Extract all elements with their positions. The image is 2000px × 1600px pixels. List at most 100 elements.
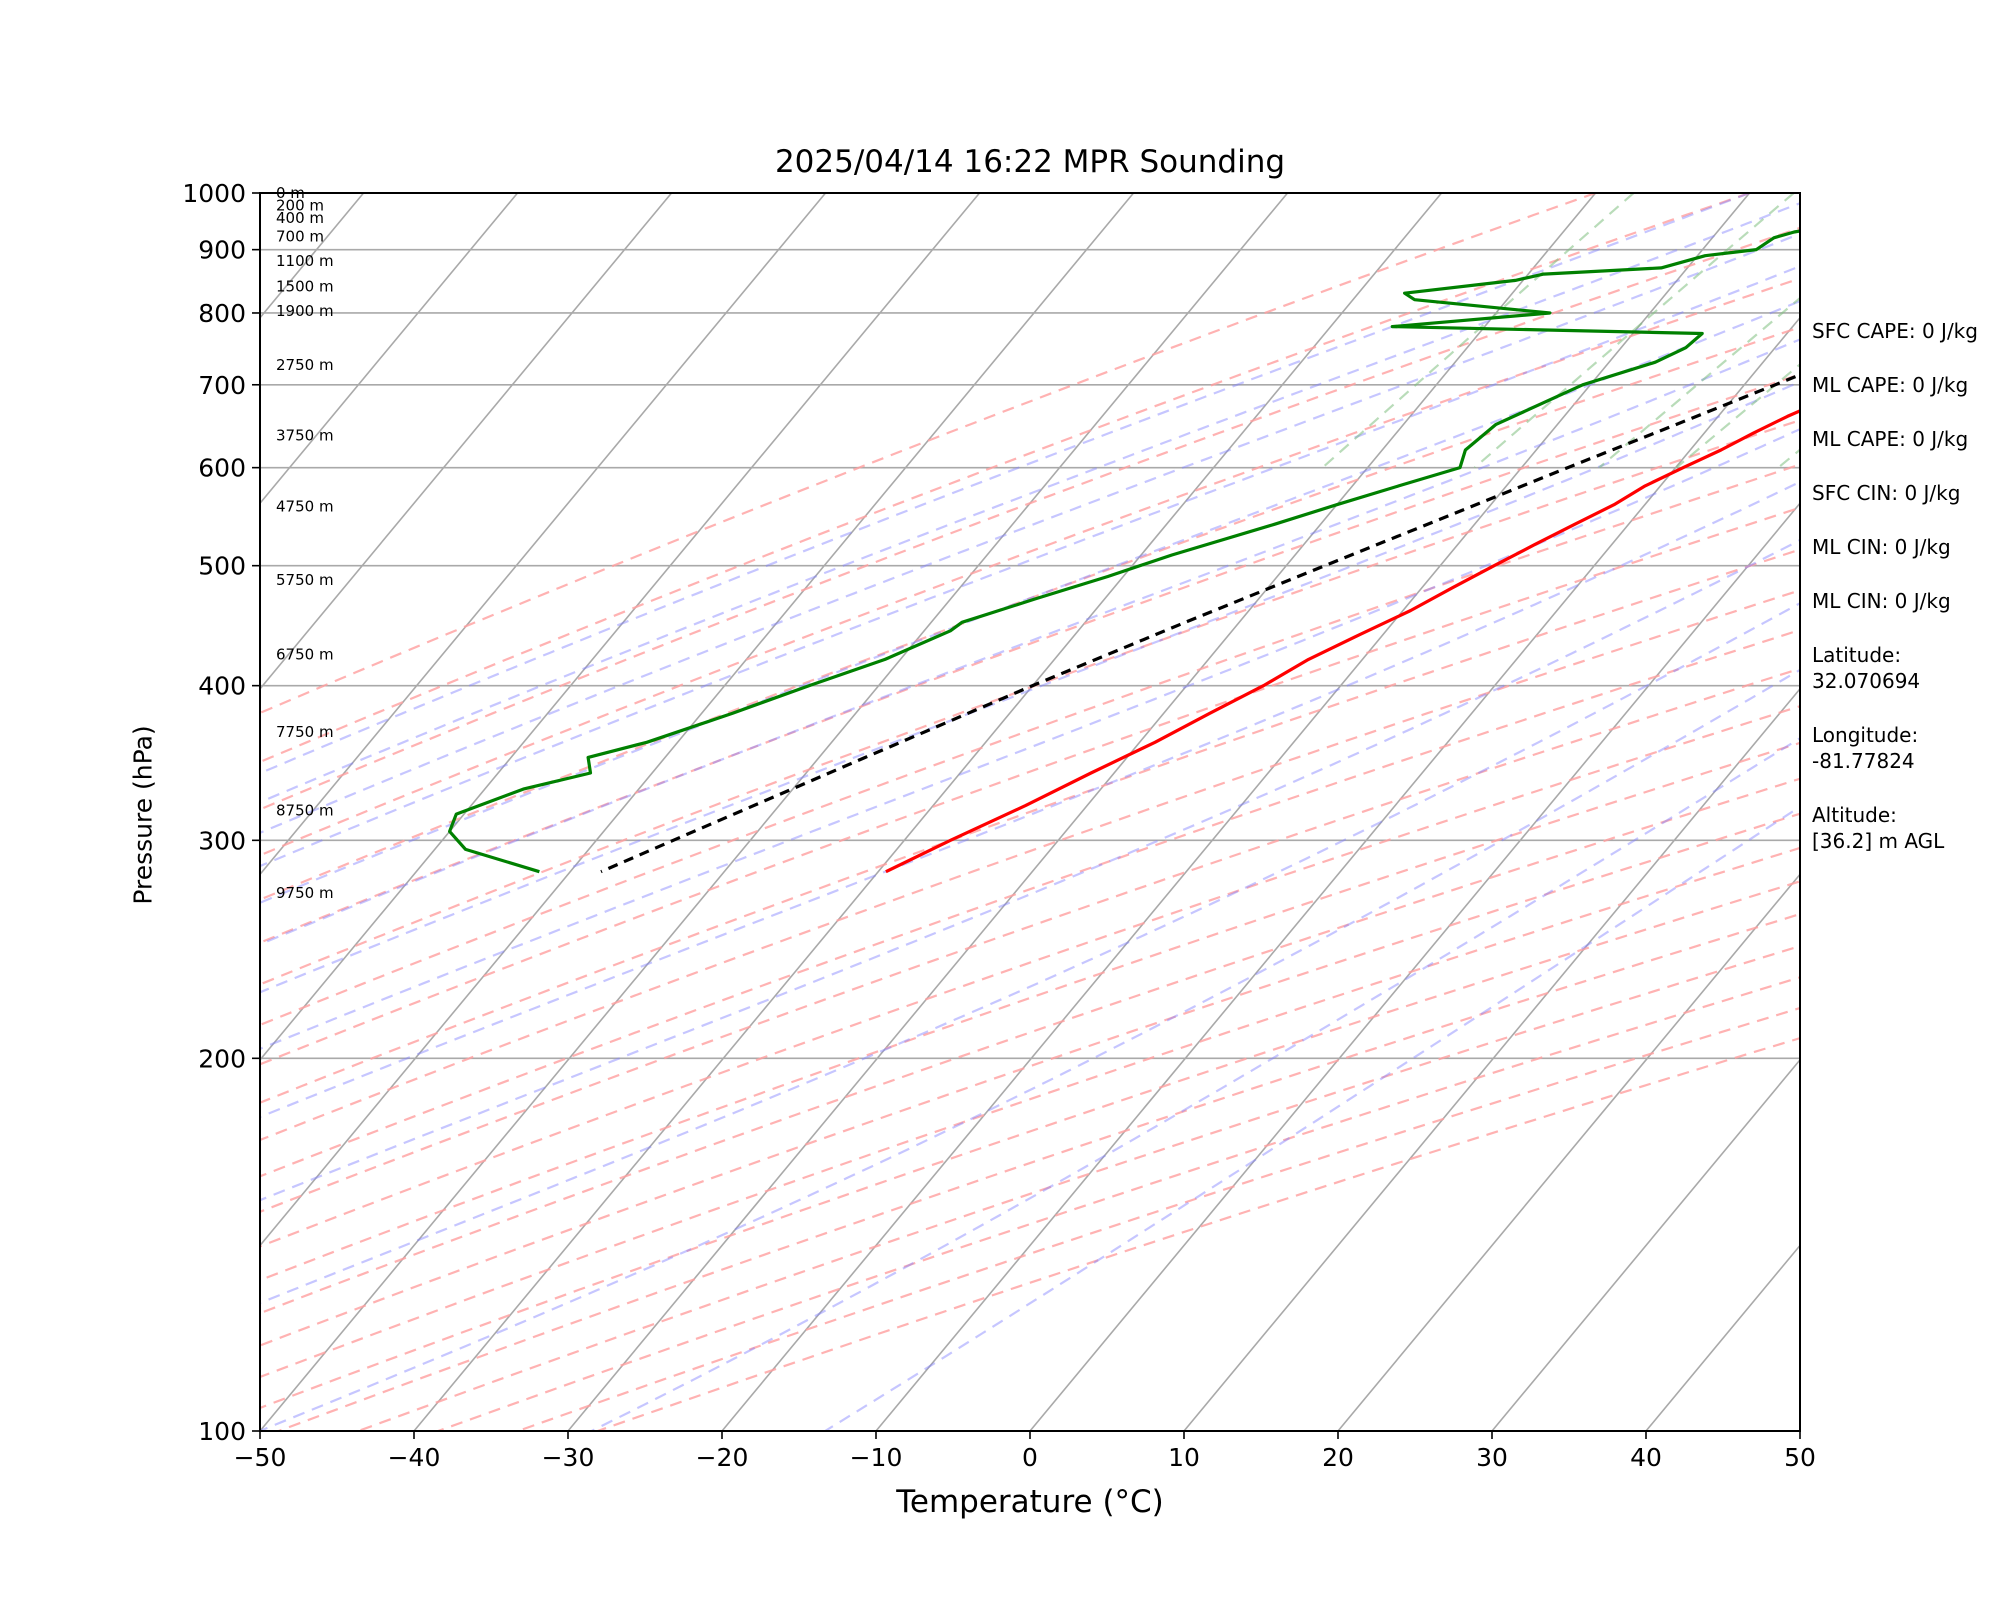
height-label: 1900 m <box>276 302 334 320</box>
isotherm-line <box>260 193 1289 1431</box>
dry-adiabat-line <box>260 373 1800 944</box>
axes-ticks: −50 −40 −30 −20 −10 0 10 20 30 40 50 100 200 300 400 50… <box>182 179 1816 1472</box>
x-tick-label: −40 <box>388 1443 441 1472</box>
isotherm-line <box>567 193 1597 1431</box>
dry-adiabat-line <box>260 705 1800 1248</box>
temperature-line <box>885 409 1800 874</box>
isotherm-line <box>260 193 673 691</box>
dry-adiabat-line <box>260 193 1750 764</box>
x-tick-label: −20 <box>696 1443 749 1472</box>
height-label: 6750 m <box>276 645 334 663</box>
x-tick-label: 40 <box>1630 1443 1662 1472</box>
dry-adiabat-line <box>260 589 1800 1142</box>
dry-adiabat-line <box>260 326 1800 901</box>
height-label: 0 m <box>276 184 305 202</box>
moist-adiabat-line <box>260 193 1750 775</box>
moist-adiabat-line <box>260 299 1800 904</box>
moist-adiabat-line <box>260 265 1800 868</box>
mixing-ratio-line <box>1598 296 1800 469</box>
isotherm-line <box>1491 1058 1800 1431</box>
dry-adiabat-line <box>260 628 1800 1178</box>
x-tick-label: −10 <box>850 1443 903 1472</box>
dry-adiabat-line <box>260 846 1800 1379</box>
x-tick-label: 20 <box>1322 1443 1354 1472</box>
y-tick-label: 700 <box>198 371 246 400</box>
latitude-block: Latitude: 32.070694 <box>1812 642 1978 694</box>
y-axis-label: Pressure (hPa) <box>128 725 158 905</box>
x-tick-label: −50 <box>234 1443 287 1472</box>
isotherm-line <box>1337 873 1800 1431</box>
dry-adiabat-line <box>260 419 1800 986</box>
height-label: 8750 m <box>276 802 334 820</box>
longitude-label: Longitude: <box>1812 723 1919 747</box>
x-tick-label: 0 <box>1022 1443 1038 1472</box>
isotherm-line <box>721 193 1751 1431</box>
dry-adiabat-line <box>260 506 1800 1066</box>
x-tick-label: 50 <box>1784 1443 1816 1472</box>
moist-adiabat-line <box>260 338 1800 946</box>
stat-ml-cape: ML CAPE: 0 J/kg <box>1812 373 1969 397</box>
moist-adiabat-line <box>260 380 1800 994</box>
moist-adiabat-line <box>260 427 1800 1051</box>
height-label: 2750 m <box>276 356 334 374</box>
height-label: 200 m <box>276 197 324 215</box>
stat-ml-cin-2: ML CIN: 0 J/kg <box>1812 589 1951 613</box>
dry-adiabat-line <box>357 944 1800 1431</box>
height-label: 1100 m <box>276 252 334 270</box>
dry-adiabat-line <box>260 880 1800 1410</box>
height-label: 400 m <box>276 209 324 227</box>
height-label: 4750 m <box>276 498 334 516</box>
height-label: 5750 m <box>276 571 334 589</box>
stat-ml-cin: ML CIN: 0 J/kg <box>1812 535 1951 559</box>
chart-title: 2025/04/14 16:22 MPR Sounding <box>774 144 1286 180</box>
mixing-ratio-line <box>1473 193 1795 469</box>
dewpoint-line <box>448 229 1800 874</box>
y-tick-label: 400 <box>198 672 246 701</box>
isotherm-line <box>0 193 210 1431</box>
longitude-block: Longitude: -81.77824 <box>1812 722 1978 774</box>
height-label: 9750 m <box>276 884 334 902</box>
data-lines <box>448 229 1800 874</box>
height-label: 3750 m <box>276 426 334 444</box>
altitude-block: Altitude: [36.2] m AGL <box>1812 802 1978 854</box>
isotherm-line <box>260 193 519 505</box>
isotherm-line <box>1183 687 1800 1431</box>
dry-adiabat-line <box>260 226 1800 811</box>
parcel-line <box>600 373 1800 874</box>
isotherm-line <box>260 193 1135 1247</box>
height-label: 700 m <box>276 228 324 246</box>
x-tick-label: 30 <box>1476 1443 1508 1472</box>
altitude-label: Altitude: <box>1812 803 1897 827</box>
stats-panel: SFC CAPE: 0 J/kg ML CAPE: 0 J/kg ML CAPE… <box>1812 318 1978 882</box>
moist-adiabat-line <box>260 202 1800 804</box>
y-tick-label: 600 <box>198 454 246 483</box>
height-label: 1500 m <box>276 278 334 296</box>
moist-adiabat-line <box>260 668 1800 1431</box>
y-tick-label: 500 <box>198 552 246 581</box>
moist-adiabat-line <box>260 480 1800 1119</box>
y-tick-label: 200 <box>198 1044 246 1073</box>
isotherm-line <box>875 316 1800 1431</box>
mixing-ratio-line <box>1321 193 1635 469</box>
y-tick-label: 900 <box>198 236 246 265</box>
y-tick-label: 300 <box>198 826 246 855</box>
height-label: 7750 m <box>276 723 334 741</box>
latitude-label: Latitude: <box>1812 643 1902 667</box>
isotherm-line <box>260 193 827 876</box>
latitude-value: 32.070694 <box>1812 669 1921 693</box>
stat-sfc-cape: SFC CAPE: 0 J/kg <box>1812 319 1978 343</box>
moist-adiabat-line <box>260 232 1800 835</box>
dry-adiabat-line <box>260 777 1800 1315</box>
isotherm-line <box>1029 502 1800 1431</box>
longitude-value: -81.77824 <box>1812 749 1915 773</box>
stat-ml-cape-2: ML CAPE: 0 J/kg <box>1812 427 1969 451</box>
y-tick-label: 800 <box>198 299 246 328</box>
x-axis-label: Temperature (°C) <box>896 1484 1164 1520</box>
x-tick-label: −30 <box>542 1443 595 1472</box>
mixing-ratio-line <box>1675 362 1800 469</box>
x-tick-label: 10 <box>1168 1443 1200 1472</box>
moist-adiabat-line <box>260 601 1800 1305</box>
stat-sfc-cin: SFC CIN: 0 J/kg <box>1812 481 1961 505</box>
altitude-value: [36.2] m AGL <box>1812 829 1945 853</box>
